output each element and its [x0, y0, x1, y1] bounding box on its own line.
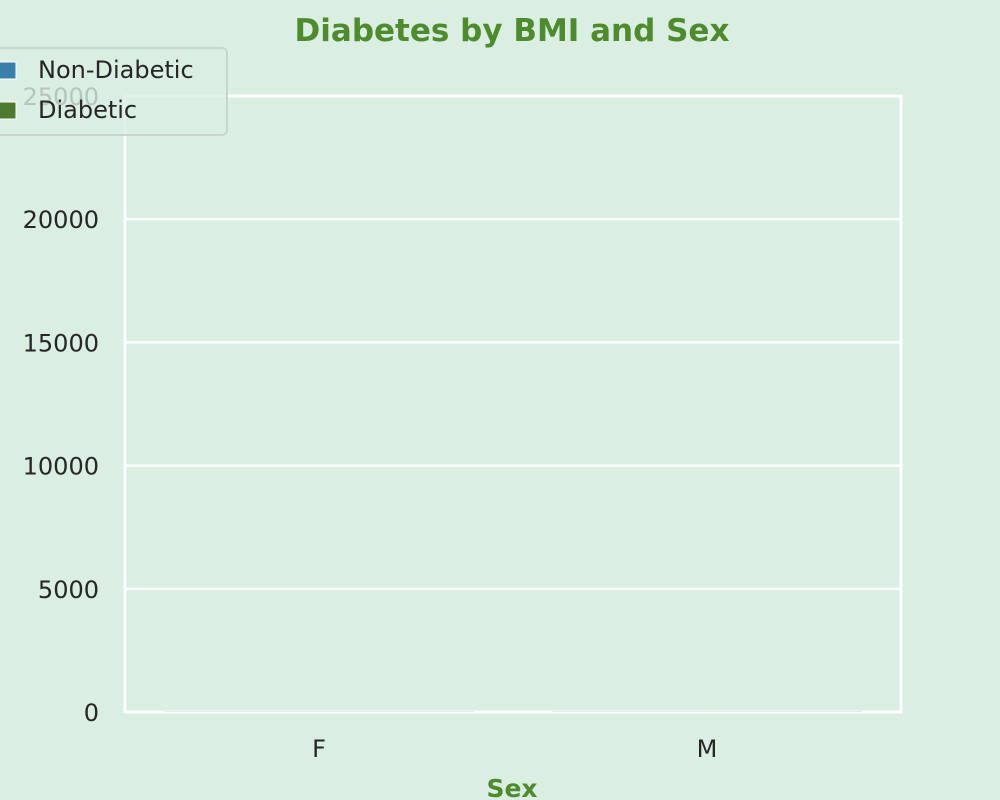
bars	[163, 711, 863, 712]
bar-non-diabetic-m	[551, 711, 707, 712]
x-tick-label: M	[697, 735, 718, 763]
y-tick-label: 0	[84, 699, 99, 727]
bar-non-diabetic-f	[163, 711, 319, 712]
chart-title: Diabetes by BMI and Sex	[295, 13, 730, 49]
legend-swatch-non-diabetic	[0, 61, 17, 80]
y-tick-label: 5000	[38, 576, 99, 604]
legend-box	[0, 47, 228, 136]
plot-area	[123, 94, 903, 714]
y-tick-label: 10000	[23, 453, 99, 481]
legend: Non-Diabetic Diabetic	[0, 47, 228, 136]
y-tick-label: 20000	[23, 206, 99, 234]
legend-label-diabetic: Diabetic	[38, 96, 137, 124]
y-tick-labels: 0500010000150002000025000	[23, 83, 99, 727]
legend-swatch-diabetic	[0, 101, 17, 120]
y-tick-label: 15000	[23, 329, 99, 357]
x-axis-label: Sex	[486, 774, 537, 800]
bar-diabetic-f	[319, 711, 475, 712]
bar-diabetic-m	[707, 711, 863, 712]
x-tick-label: F	[312, 735, 326, 763]
grid-lines	[125, 94, 901, 714]
legend-label-non-diabetic: Non-Diabetic	[38, 56, 194, 84]
